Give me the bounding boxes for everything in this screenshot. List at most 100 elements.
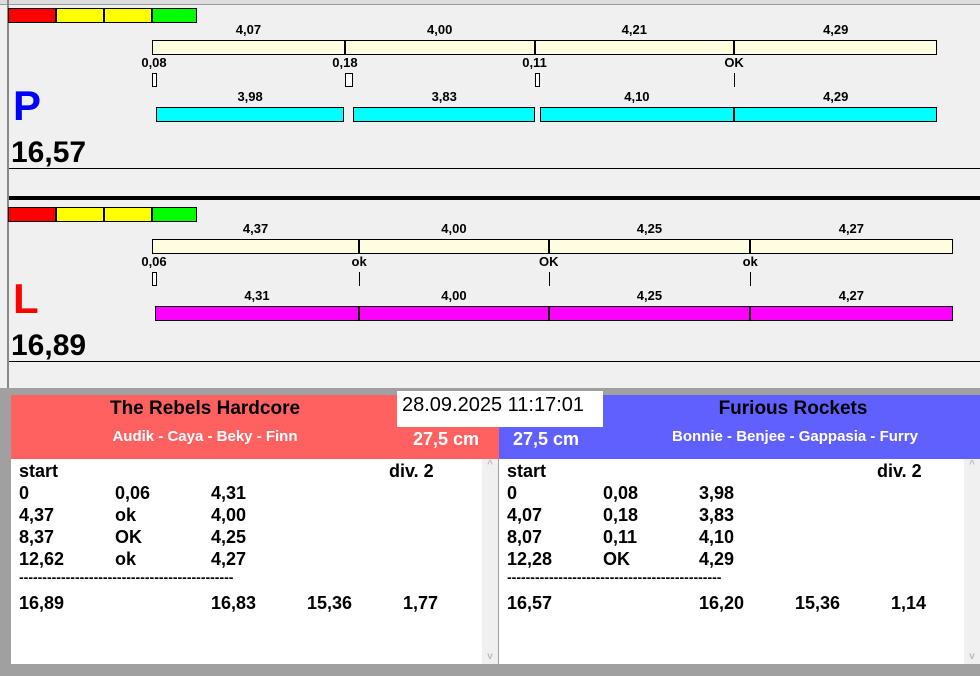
lane-letter: L — [13, 275, 39, 322]
run-label: 4,00 — [441, 288, 467, 303]
datetime: 28.09.2025 11:17:01 — [397, 391, 603, 427]
scroll-up-icon[interactable]: ^ — [969, 459, 975, 470]
result-cell: OK — [115, 527, 142, 547]
lane-p: P 16,57 4,07 0,08 3,98 4,00 0,18 3,83 4,21 0,11… — [0, 0, 980, 195]
result-cell: 4,25 — [211, 527, 247, 547]
results-list-rockets[interactable]: ^ v start div. 2 0 0,08 3,98 4,07 0,18 3,83 8,07 0… — [499, 459, 980, 664]
gap-label: 0,06 — [141, 254, 167, 269]
track-segment — [152, 40, 345, 55]
total-cell: 16,83 — [211, 593, 257, 613]
run-label: 3,83 — [431, 89, 457, 104]
result-cell: 4,37 — [19, 505, 55, 525]
color-scale-segment — [104, 8, 152, 23]
run-label: 4,10 — [624, 89, 650, 104]
total-cell: 16,89 — [19, 593, 65, 613]
scroll-up-icon[interactable]: ^ — [487, 459, 493, 470]
result-cell: 4,00 — [211, 505, 247, 525]
track-segment — [534, 40, 735, 55]
team-members: Audik - Caya - Beky - Finn — [112, 428, 298, 445]
gap-marker — [548, 272, 550, 286]
result-cell: ok — [115, 505, 137, 525]
run-label: 3,98 — [237, 89, 263, 104]
result-cell: 3,83 — [699, 505, 735, 525]
track-label: 4,25 — [636, 221, 663, 236]
result-cell: 8,07 — [507, 527, 543, 547]
result-cell: 4,29 — [699, 549, 735, 569]
total-cell: 15,36 — [795, 593, 841, 613]
run-segment — [353, 107, 535, 122]
div-label: div. 2 — [389, 461, 434, 481]
gap-label: 0,18 — [332, 55, 358, 70]
gap-label: ok — [351, 254, 367, 269]
run-segment — [548, 306, 751, 321]
color-scale-segment — [104, 207, 152, 222]
lane-l: L 16,89 4,37 0,06 4,31 4,00 ok 4,00 4,25 OK 4,25… — [0, 199, 980, 394]
result-cell: 4,07 — [507, 505, 543, 525]
divider-line: ----------------------------------------… — [507, 569, 722, 585]
total-cell: 1,14 — [891, 593, 927, 613]
track-label: 4,29 — [823, 22, 849, 37]
div-label: div. 2 — [877, 461, 922, 481]
gap-label: ok — [742, 254, 758, 269]
lane-total: 16,57 — [11, 136, 87, 169]
team-size: 27,5 cm — [513, 429, 580, 449]
run-segment — [539, 107, 735, 122]
result-cell: 8,37 — [19, 527, 55, 547]
team-name: Furious Rockets — [718, 398, 868, 419]
total-cell: 15,36 — [307, 593, 353, 613]
result-cell: 0,11 — [603, 527, 638, 547]
track-label: 4,00 — [441, 221, 467, 236]
team-size: 27,5 cm — [413, 429, 480, 449]
total-cell: 1,77 — [403, 593, 439, 613]
gap-marker — [359, 272, 361, 286]
result-cell: 4,10 — [699, 527, 735, 547]
run-segment — [734, 107, 938, 122]
results-list-rebels[interactable]: ^ v start div. 2 0 0,06 4,31 4,37 ok 4,00 8,37 OK 4… — [11, 459, 498, 664]
result-cell: ok — [115, 549, 137, 569]
scrollbar[interactable]: ^ v — [482, 459, 498, 664]
run-label: 4,29 — [823, 89, 849, 104]
result-cell: 0,18 — [603, 505, 639, 525]
color-scale-segment — [8, 8, 56, 23]
result-cell: 0 — [19, 483, 30, 503]
start-label: start — [507, 461, 547, 481]
track-segment — [152, 239, 360, 254]
left-border — [7, 0, 9, 390]
gap-marker — [534, 73, 540, 87]
track-label: 4,27 — [838, 221, 865, 236]
track-label: 4,21 — [621, 22, 647, 37]
scroll-down-icon[interactable]: v — [969, 651, 975, 662]
result-cell: 4,27 — [211, 549, 247, 569]
track-segment — [548, 239, 751, 254]
color-scale-segment — [8, 207, 56, 222]
color-scale-segment — [56, 207, 104, 222]
track-segment — [750, 239, 953, 254]
run-label: 4,27 — [838, 288, 865, 303]
gap-label: OK — [538, 254, 559, 269]
track-segment — [344, 40, 535, 55]
total-cell: 16,20 — [699, 593, 745, 613]
track-label: 4,00 — [427, 22, 453, 37]
lane-total: 16,89 — [11, 329, 87, 362]
lane-baseline — [9, 168, 980, 169]
lane-baseline — [9, 361, 980, 362]
gap-label: 0,11 — [522, 55, 547, 70]
gap-marker — [734, 73, 736, 87]
result-cell: 3,98 — [699, 483, 735, 503]
gap-label: OK — [724, 55, 744, 70]
result-cell: 4,31 — [211, 483, 247, 503]
gap-marker — [152, 73, 157, 87]
gap-label: 0,08 — [141, 55, 167, 70]
lane-letter: P — [13, 82, 42, 129]
gap-marker — [152, 272, 157, 286]
start-label: start — [19, 461, 59, 481]
run-label: 4,25 — [636, 288, 663, 303]
top-strip — [0, 0, 980, 5]
scroll-down-icon[interactable]: v — [487, 651, 493, 662]
lane-separator — [9, 196, 980, 200]
track-segment — [734, 40, 938, 55]
run-segment — [750, 306, 953, 321]
color-scale-segment — [152, 207, 197, 222]
scrollbar[interactable]: ^ v — [964, 459, 980, 664]
color-scale-segment — [152, 8, 197, 23]
